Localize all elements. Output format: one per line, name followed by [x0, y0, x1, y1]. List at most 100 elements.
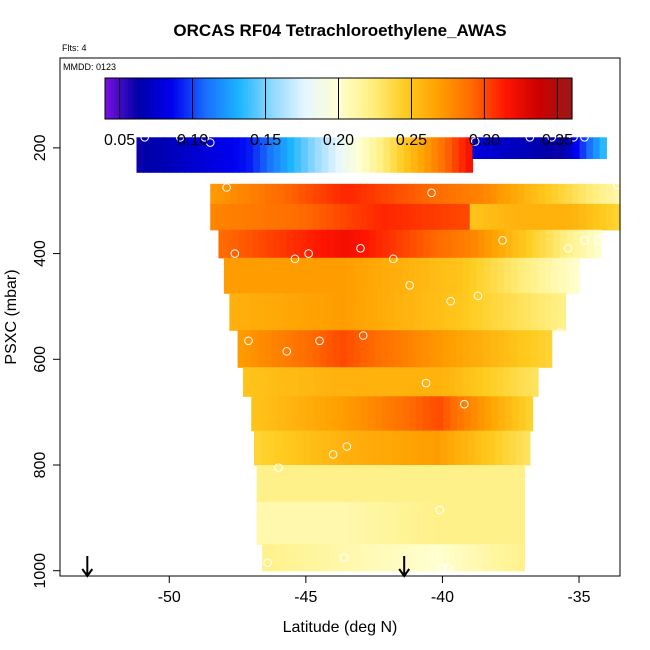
heatmap-cell	[270, 502, 278, 545]
colorbar-segment	[522, 78, 526, 119]
heatmap-cell	[421, 203, 430, 231]
heatmap-cell	[352, 293, 361, 331]
heatmap-cell	[428, 257, 437, 294]
colorbar-segment	[428, 78, 433, 119]
heatmap-cell	[449, 183, 457, 205]
heatmap-cell	[524, 183, 532, 205]
heatmap-cell	[310, 544, 318, 572]
heatmap-cell	[366, 293, 374, 331]
heatmap-cell	[531, 203, 539, 231]
x-tick-label: -45	[294, 589, 317, 606]
heatmap-cell	[422, 396, 431, 432]
heatmap-cell	[304, 502, 313, 545]
heatmap-cell	[277, 367, 285, 397]
heatmap-cell	[318, 465, 326, 503]
heatmap-cell	[412, 430, 421, 466]
colorbar-segment	[423, 78, 427, 119]
heatmap-cell	[244, 203, 252, 231]
colorbar-segment	[361, 78, 366, 119]
heatmap-cell	[476, 502, 484, 545]
heatmap-cell	[415, 203, 423, 231]
colorbar-segment	[545, 78, 550, 119]
plot-frame	[59, 57, 621, 577]
heatmap-cell	[357, 430, 365, 466]
heatmap-cell	[292, 203, 300, 231]
heatmap-cell	[551, 293, 560, 331]
colorbar-segment	[414, 78, 418, 119]
heatmap-cell	[410, 137, 419, 173]
heatmap-cell	[295, 430, 303, 466]
heatmap-cell	[599, 183, 607, 205]
x-axis-label: Latitude (deg N)	[283, 619, 398, 636]
heatmap-cell	[314, 137, 323, 173]
colorbar-tick-label: 0.20	[323, 132, 354, 149]
heatmap-cell	[510, 367, 519, 397]
sample-marker	[547, 132, 557, 142]
heatmap-cell	[414, 502, 423, 545]
heatmap-cell	[387, 257, 396, 294]
heatmap-cell	[277, 293, 285, 331]
heatmap-cell	[307, 137, 316, 173]
heatmap-cell	[539, 229, 547, 259]
colorbar-segment	[198, 78, 202, 119]
colorbar-segment	[105, 78, 109, 119]
heatmap-cell	[401, 183, 409, 205]
colorbar-segment	[367, 78, 372, 119]
heatmap-cell	[285, 257, 293, 294]
heatmap-cell	[170, 137, 179, 173]
sample-marker	[580, 236, 589, 245]
colorbar-segment	[501, 78, 506, 119]
heatmap-cell	[366, 502, 374, 545]
colorbar-segment	[312, 78, 316, 119]
heatmap-cell	[335, 137, 343, 173]
heatmap-cell	[325, 502, 333, 545]
heatmap-cell	[519, 137, 527, 160]
heatmap-cell	[258, 257, 266, 294]
heatmap-cell	[332, 293, 340, 331]
heatmap-cell	[205, 137, 213, 173]
colorbar-segment	[391, 78, 395, 119]
heatmap-cell	[415, 330, 423, 368]
heatmap-cell	[421, 465, 429, 503]
colorbar-segment	[411, 78, 415, 119]
heatmap-cell	[518, 396, 527, 432]
colorbar-segment	[309, 78, 313, 119]
colorbar-segment	[221, 78, 226, 119]
heatmap-cell	[374, 396, 383, 432]
colorbar-segment	[172, 78, 176, 119]
heatmap-cell	[606, 203, 614, 231]
colorbar-segment	[318, 78, 322, 119]
heatmap-cell	[442, 330, 450, 368]
heatmap-cell	[443, 396, 451, 432]
heatmap-cell	[340, 183, 348, 205]
heatmap-cell	[395, 396, 403, 432]
heatmap-cell	[448, 544, 456, 572]
heatmap-cell	[284, 293, 292, 331]
heatmap-cell	[334, 229, 342, 259]
colorbar-segment	[484, 78, 488, 119]
heatmap-cell	[613, 203, 621, 231]
heatmap-cell	[237, 330, 245, 368]
heatmap-cell	[408, 330, 416, 368]
colorbar-segment	[405, 78, 410, 119]
colorbar-segment	[274, 78, 278, 119]
heatmap-cell	[476, 257, 485, 294]
heatmap-cell	[421, 502, 429, 545]
colorbar-segment	[131, 78, 135, 119]
heatmap-cell	[415, 396, 424, 432]
sample-marker	[222, 183, 231, 192]
heatmap-cell	[525, 396, 534, 432]
colorbar-segment	[528, 78, 532, 119]
colorbar-segment	[271, 78, 275, 119]
heatmap-cell	[380, 330, 389, 368]
heatmap-cell	[312, 257, 321, 294]
colorbar-segment	[370, 78, 375, 119]
heatmap-cell	[447, 430, 455, 466]
colorbar-segment	[297, 78, 302, 119]
heatmap-cell	[245, 229, 254, 259]
colorbar-segment	[277, 78, 281, 119]
colorbar-segment	[256, 78, 261, 119]
heatmap-cell	[361, 396, 369, 432]
heatmap-cell	[277, 465, 285, 503]
heatmap-cell	[325, 465, 333, 503]
